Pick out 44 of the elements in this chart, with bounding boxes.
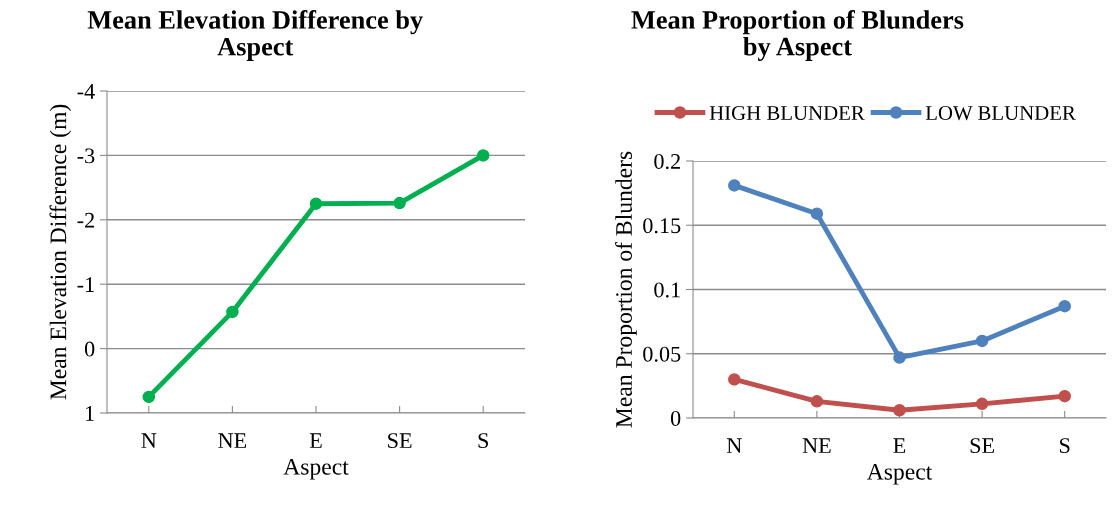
y-axis-title: Mean Proportion of Blunders — [615, 151, 637, 428]
y-tick-label: -1 — [77, 277, 94, 292]
y-tick-label: -4 — [77, 84, 95, 99]
x-tick-label: E — [309, 433, 322, 448]
y-tick-label: -2 — [77, 212, 94, 228]
x-tick-label: SE — [388, 433, 412, 449]
x-tick-label: S — [1060, 438, 1070, 454]
y-tick-label: 0 — [84, 341, 95, 357]
x-tick-label: E — [893, 438, 906, 453]
point — [226, 305, 239, 319]
legend-label: LOW BLUNDER — [925, 106, 1076, 121]
y-tick-label: 0 — [670, 410, 681, 426]
point — [476, 149, 490, 162]
point — [975, 334, 989, 348]
y-tick-label: 1 — [86, 406, 94, 421]
chart-title: Mean Proportion of Blunders by Aspect — [631, 10, 964, 61]
point — [893, 351, 906, 364]
point — [309, 197, 323, 210]
y-tick-label: 0.1 — [654, 282, 680, 298]
point — [1058, 389, 1071, 403]
point — [893, 404, 906, 417]
point — [142, 390, 156, 404]
chart-title: Mean Elevation Difference by Aspect — [87, 10, 423, 61]
x-tick-label: NE — [802, 438, 831, 453]
y-axis-title: Mean Elevation Difference (m) — [49, 104, 72, 400]
y-tick-label: -3 — [77, 148, 95, 164]
point — [728, 179, 741, 192]
point — [810, 395, 824, 408]
x-axis-title: Aspect — [283, 458, 349, 480]
point — [728, 373, 741, 386]
x-tick-label: N — [726, 438, 742, 453]
point — [975, 397, 989, 411]
x-tick-label: SE — [970, 438, 994, 454]
point — [393, 196, 406, 210]
x-tick-label: N — [141, 433, 157, 448]
point — [810, 207, 824, 220]
y-tick-label: 0.05 — [643, 346, 681, 362]
y-tick-label: 0.15 — [643, 218, 681, 234]
x-tick-label: NE — [218, 433, 247, 448]
x-tick-label: S — [478, 433, 488, 449]
legend-label: HIGH BLUNDER — [709, 106, 865, 121]
point — [1058, 299, 1071, 313]
x-axis-title: Aspect — [866, 463, 933, 485]
y-tick-label: 0.2 — [654, 153, 680, 170]
